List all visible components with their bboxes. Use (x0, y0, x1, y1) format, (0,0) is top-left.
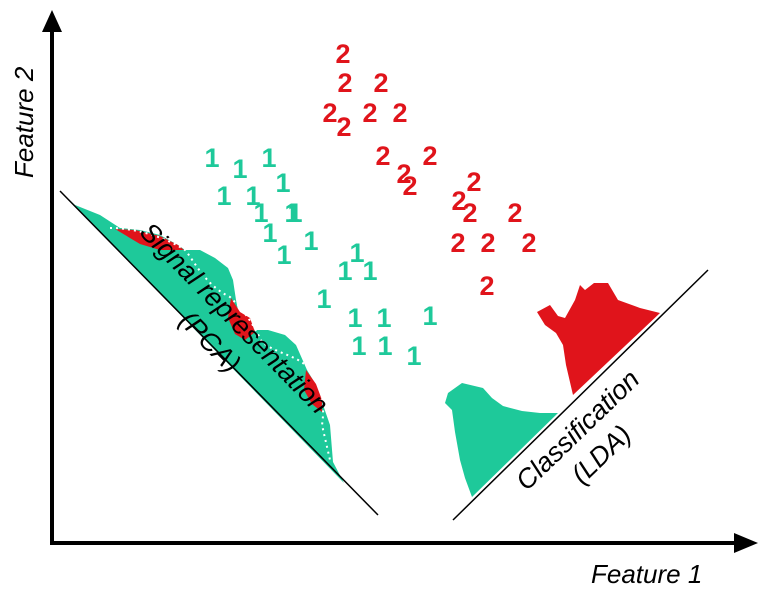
class2-point: 2 (335, 39, 350, 69)
lda-label: Classification (LDA) (510, 364, 645, 496)
pca-class2-dotted-outline (109, 227, 331, 461)
class1-point: 1 (284, 198, 299, 228)
class1-point: 1 (406, 341, 421, 371)
class1-point: 1 (216, 181, 231, 211)
class2-point: 2 (402, 171, 417, 201)
lda-projection (445, 269, 709, 521)
pca-class2-bump-1 (115, 229, 184, 250)
class2-point: 2 (337, 68, 352, 98)
class2-point: 2 (373, 68, 388, 98)
lda-axis-line (452, 269, 709, 521)
class1-point: 1 (261, 143, 276, 173)
class2-point: 2 (521, 228, 536, 258)
class1-point: 1 (347, 303, 362, 333)
class2-point: 2 (507, 198, 522, 228)
class1-point: 1 (376, 303, 391, 333)
lda-class1-distribution (445, 383, 558, 497)
class2-point: 2 (450, 228, 465, 258)
class2-point: 2 (362, 98, 377, 128)
class1-point: 1 (287, 198, 302, 228)
class2-point: 2 (396, 159, 411, 189)
class2-point: 2 (375, 141, 390, 171)
x-axis-label: Feature 1 (591, 559, 702, 589)
class1-point: 1 (232, 154, 247, 184)
class1-point: 1 (337, 256, 352, 286)
class1-point: 1 (276, 240, 291, 270)
pca-axis-line (59, 190, 379, 516)
class1-point: 1 (262, 218, 277, 248)
x-axis-arrowhead (734, 533, 758, 553)
class2-point: 2 (462, 198, 477, 228)
pca-class2-bump-3 (304, 370, 322, 412)
class2-point: 2 (479, 271, 494, 301)
y-axis-label: Feature 2 (9, 66, 39, 178)
class1-point: 1 (362, 256, 377, 286)
class1-point: 1 (245, 181, 260, 211)
class1-point: 1 (377, 331, 392, 361)
class1-point: 1 (316, 284, 331, 314)
class1-point: 1 (253, 198, 268, 228)
class2-point: 2 (392, 98, 407, 128)
class1-point: 1 (422, 301, 437, 331)
class2-point: 2 (336, 112, 351, 142)
class2-point: 2 (466, 167, 481, 197)
class1-point: 1 (351, 331, 366, 361)
axes (42, 10, 758, 553)
y-axis-arrowhead (42, 10, 62, 32)
class1-point: 1 (303, 226, 318, 256)
class2-point: 2 (422, 141, 437, 171)
pca-projection (59, 190, 379, 516)
lda-class2-distribution (537, 283, 660, 395)
class2-point: 2 (451, 186, 466, 216)
class1-point: 1 (204, 143, 219, 173)
class2-point: 2 (480, 228, 495, 258)
class2-point: 2 (322, 98, 337, 128)
class1-point: 1 (275, 168, 290, 198)
class1-point: 1 (349, 238, 364, 268)
pca-class2-bump-2 (228, 298, 255, 340)
